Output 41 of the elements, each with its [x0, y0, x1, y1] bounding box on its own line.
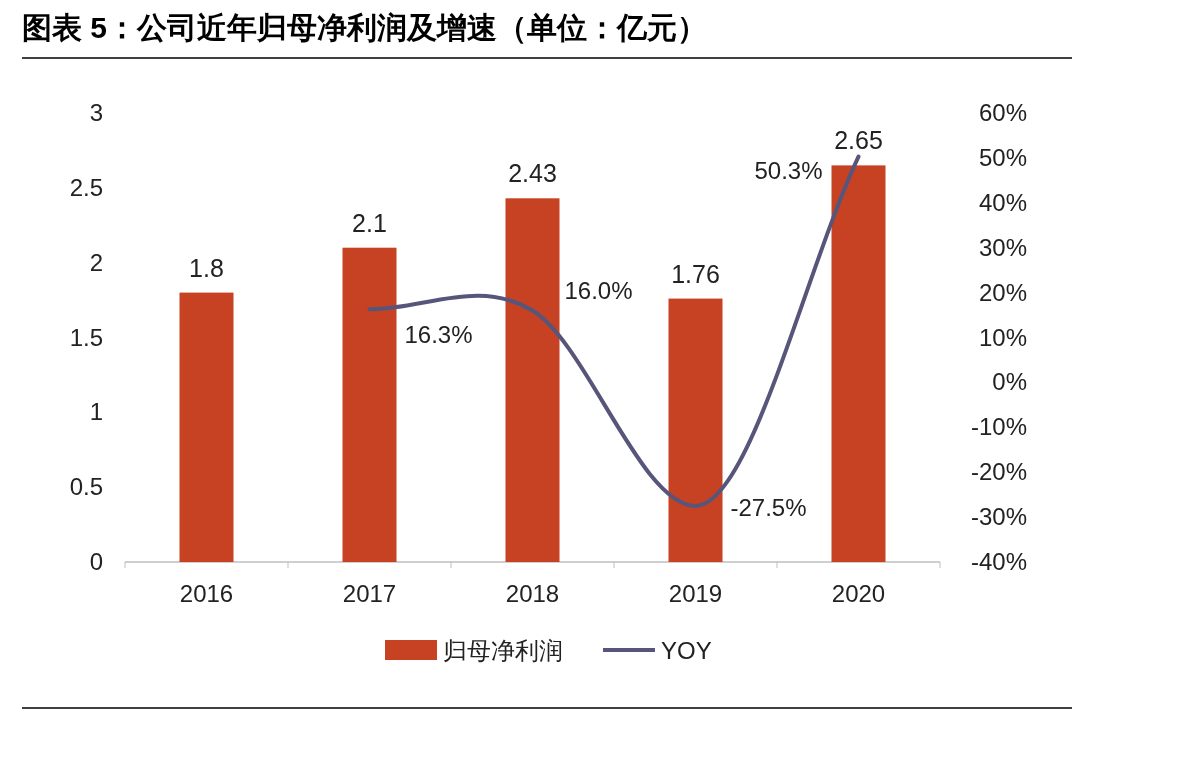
bar	[831, 165, 886, 562]
x-tick-label: 2018	[505, 580, 560, 607]
legend-label: 归母净利润	[443, 637, 563, 664]
y-tick-label: 2	[89, 248, 103, 276]
y2-tick-label: 60%	[978, 99, 1027, 126]
y2-tick-label: 40%	[978, 188, 1027, 216]
x-tick-label: 2020	[831, 580, 886, 607]
data-label: 50.3%	[754, 156, 823, 184]
x-tick-label: 2019	[668, 580, 723, 607]
data-label: 1.76	[671, 259, 720, 288]
data-label: 2.1	[352, 208, 387, 237]
legend-归母净利润: 归母净利润	[385, 637, 563, 664]
y-tick-label: 0	[89, 548, 103, 575]
y2-tick-label: 50%	[978, 143, 1027, 171]
y2-tick-label: 10%	[978, 323, 1027, 351]
y2-tick-label: -10%	[970, 413, 1027, 441]
y-tick-label: 2.5	[69, 173, 103, 201]
data-label: 16.3%	[404, 321, 473, 349]
y2-tick-label: -30%	[970, 503, 1027, 531]
data-label: 2.43	[508, 159, 557, 188]
data-label: -27.5%	[730, 493, 807, 521]
y-tick-label: 1	[89, 398, 103, 426]
bar	[342, 247, 397, 562]
data-label: 1.8	[189, 253, 224, 282]
y-tick-label: 3	[89, 99, 103, 126]
data-label: 2.65	[834, 126, 883, 155]
x-tick-label: 2016	[179, 580, 234, 607]
y2-tick-label: 30%	[978, 233, 1027, 261]
y2-tick-label: 20%	[978, 278, 1027, 306]
y-tick-label: 1.5	[69, 323, 103, 351]
bar	[668, 298, 723, 562]
bar	[179, 292, 234, 562]
y-tick-label: 0.5	[69, 473, 103, 501]
bar	[505, 198, 560, 562]
data-label: 16.0%	[564, 276, 633, 304]
y2-tick-label: 0%	[992, 368, 1027, 396]
legend-label: YOY	[661, 637, 712, 664]
x-tick-label: 2017	[342, 580, 397, 607]
y2-tick-label: -20%	[970, 458, 1027, 486]
chart-title: 图表 5：公司近年归母净利润及增速（单位：亿元）	[22, 11, 708, 44]
y2-tick-label: -40%	[970, 548, 1027, 575]
